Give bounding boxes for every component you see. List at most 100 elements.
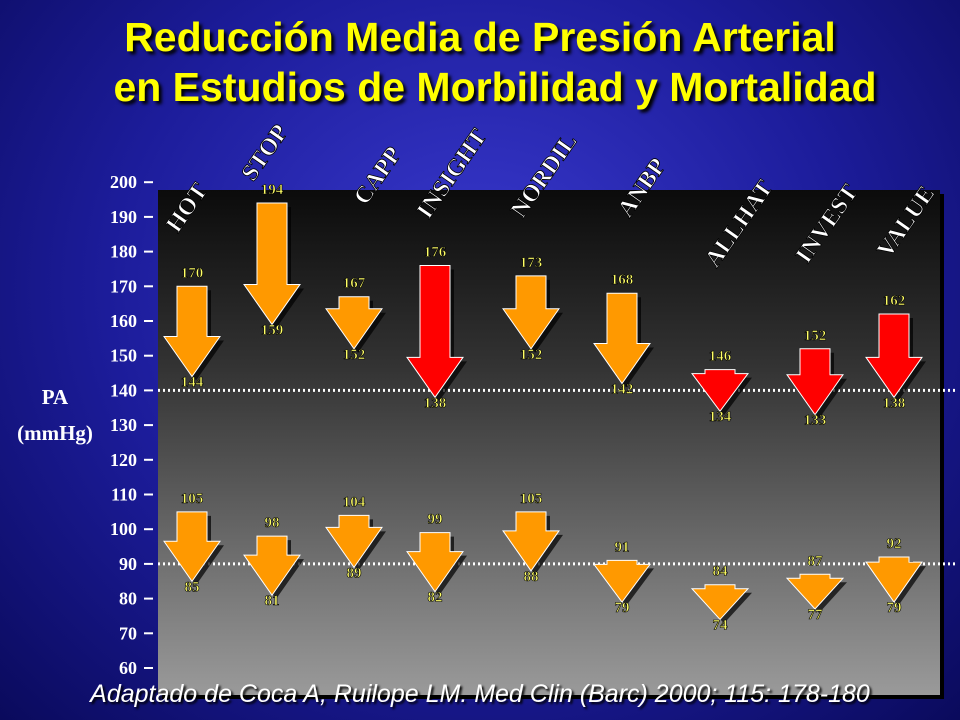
arrow-body	[690, 584, 750, 621]
diastolic-end-label: 74	[713, 617, 729, 633]
diastolic-start-label: 105	[181, 491, 204, 507]
arrow-body	[593, 559, 651, 603]
y-tick-label: 100	[110, 519, 137, 539]
systolic-arrow	[163, 285, 224, 381]
study-name-label: STOP	[237, 120, 294, 186]
study-name-label: NORDIL	[506, 129, 582, 223]
diastolic-end-label: 85	[185, 579, 200, 595]
systolic-start-label: 152	[804, 328, 827, 344]
arrow-body	[243, 535, 301, 597]
title-line-2: en Estudios de Morbilidad y Mortalidad	[113, 64, 877, 110]
y-tick-label: 190	[110, 207, 137, 227]
systolic-start-label: 173	[520, 255, 543, 271]
systolic-end-label: 134	[709, 409, 732, 425]
diastolic-arrow	[243, 535, 304, 600]
y-tick-label: 200	[110, 172, 137, 192]
arrow-body	[865, 313, 923, 399]
diastolic-start-label: 98	[265, 515, 280, 531]
diastolic-end-label: 77	[808, 607, 824, 623]
title-line-1: Reducción Media de Presión Arterial	[124, 14, 836, 60]
diastolic-arrow	[865, 556, 926, 607]
y-tick-label: 180	[110, 242, 137, 262]
chart-title: Reducción Media de Presión Arterial en E…	[0, 12, 960, 112]
study-name-label: VALUE	[872, 181, 940, 262]
systolic-arrow	[691, 369, 752, 416]
y-tick-label: 110	[111, 485, 137, 505]
arrow-body	[163, 285, 221, 378]
arrow-body	[163, 511, 221, 583]
arrow-body	[593, 292, 651, 385]
y-tick-label: 90	[119, 554, 137, 574]
systolic-start-label: 176	[424, 244, 447, 260]
y-axis-unit: (mmHg)	[17, 421, 93, 445]
systolic-arrow	[593, 292, 654, 388]
diastolic-arrow	[690, 584, 752, 624]
systolic-start-label: 194	[261, 182, 284, 198]
systolic-end-label: 159	[261, 322, 284, 338]
diastolic-arrow	[406, 532, 467, 596]
systolic-arrow	[325, 296, 386, 353]
diastolic-end-label: 81	[265, 593, 280, 609]
systolic-arrow	[406, 264, 467, 402]
systolic-start-label: 167	[343, 276, 366, 292]
arrow-body	[785, 573, 845, 610]
y-tick-label: 60	[119, 658, 137, 678]
arrow-body	[786, 348, 844, 416]
diastolic-arrow	[502, 511, 563, 575]
y-tick-label: 150	[110, 346, 137, 366]
y-tick-label: 80	[119, 589, 137, 609]
citation-footer: Adaptado de Coca A, Ruilope LM. Med Clin…	[90, 680, 870, 708]
arrow-body	[865, 556, 923, 603]
systolic-end-label: 138	[424, 395, 447, 411]
diastolic-end-label: 89	[347, 565, 362, 581]
diastolic-arrow	[593, 559, 654, 607]
arrow-body	[691, 369, 749, 413]
diastolic-start-label: 87	[808, 553, 824, 569]
diastolic-start-label: 105	[520, 491, 543, 507]
systolic-end-label: 142	[611, 381, 634, 397]
study-name-label: CAPP	[349, 142, 407, 209]
diastolic-start-label: 104	[343, 494, 366, 510]
systolic-end-label: 152	[520, 347, 543, 363]
systolic-end-label: 144	[181, 375, 204, 391]
arrow-body	[502, 511, 560, 572]
diastolic-arrow	[163, 511, 224, 586]
systolic-arrow	[243, 202, 304, 329]
y-tick-label: 140	[110, 380, 137, 400]
study-name-label: INVEST	[791, 180, 864, 268]
y-tick-label: 160	[110, 311, 137, 331]
diastolic-start-label: 91	[615, 539, 630, 555]
diastolic-arrow	[325, 514, 386, 572]
diastolic-start-label: 84	[713, 564, 729, 580]
systolic-end-label: 152	[343, 347, 366, 363]
y-tick-label: 120	[110, 450, 137, 470]
diastolic-start-label: 99	[428, 512, 443, 528]
systolic-start-label: 162	[883, 293, 906, 309]
systolic-end-label: 133	[804, 413, 827, 429]
arrow-body	[243, 202, 301, 326]
study-name-label: HOT	[161, 179, 213, 238]
y-axis-label: PA	[42, 385, 69, 409]
systolic-start-label: 170	[181, 265, 204, 281]
systolic-arrow	[865, 313, 926, 402]
systolic-arrow	[502, 275, 563, 353]
study-name-label: ANBP	[613, 154, 672, 222]
arrow-body	[502, 275, 560, 350]
diastolic-arrow	[785, 573, 847, 614]
diastolic-end-label: 88	[524, 569, 539, 585]
diastolic-start-label: 92	[887, 536, 902, 552]
diastolic-end-label: 79	[615, 600, 630, 616]
y-tick-label: 70	[119, 623, 137, 643]
systolic-arrow	[786, 348, 847, 419]
systolic-end-label: 138	[883, 395, 906, 411]
diastolic-end-label: 82	[428, 590, 443, 606]
y-tick-label: 130	[110, 415, 137, 435]
y-tick-label: 170	[110, 276, 137, 296]
arrow-body	[406, 532, 464, 593]
study-name-label: ALLHAT	[700, 176, 778, 272]
arrow-body	[325, 514, 383, 569]
systolic-start-label: 168	[611, 272, 634, 288]
arrow-body	[325, 296, 383, 350]
systolic-start-label: 146	[709, 349, 732, 365]
